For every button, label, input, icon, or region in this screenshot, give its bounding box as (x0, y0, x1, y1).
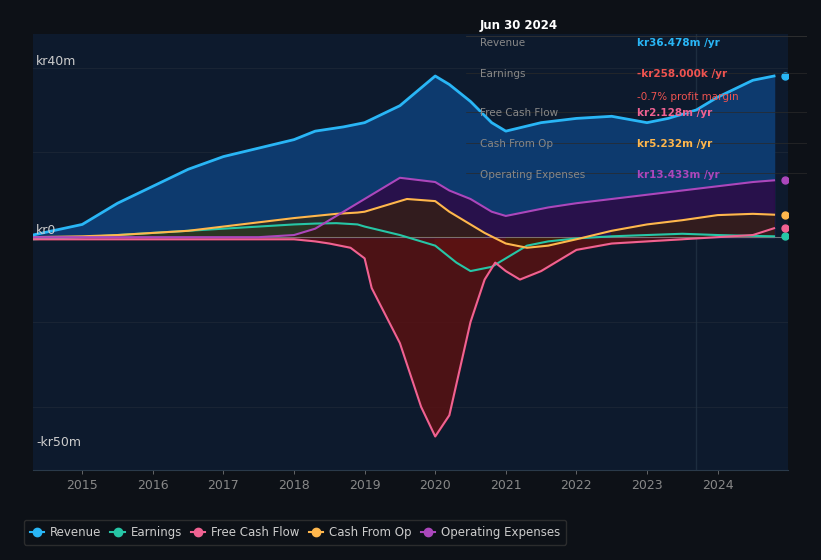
Legend: Revenue, Earnings, Free Cash Flow, Cash From Op, Operating Expenses: Revenue, Earnings, Free Cash Flow, Cash … (24, 520, 566, 545)
Text: kr40m: kr40m (36, 54, 76, 68)
Text: Jun 30 2024: Jun 30 2024 (480, 19, 558, 32)
Text: Earnings: Earnings (480, 69, 525, 79)
Text: -kr50m: -kr50m (36, 436, 81, 449)
Text: kr13.433m /yr: kr13.433m /yr (637, 170, 719, 180)
Text: Revenue: Revenue (480, 38, 525, 48)
Text: Free Cash Flow: Free Cash Flow (480, 108, 558, 118)
Text: -kr258.000k /yr: -kr258.000k /yr (637, 69, 727, 79)
Text: -0.7% profit margin: -0.7% profit margin (637, 92, 738, 102)
Text: kr2.128m /yr: kr2.128m /yr (637, 108, 712, 118)
Text: kr0: kr0 (36, 224, 57, 237)
Text: Operating Expenses: Operating Expenses (480, 170, 585, 180)
Text: kr5.232m /yr: kr5.232m /yr (637, 139, 712, 149)
Text: kr36.478m /yr: kr36.478m /yr (637, 38, 719, 48)
Text: Cash From Op: Cash From Op (480, 139, 553, 149)
